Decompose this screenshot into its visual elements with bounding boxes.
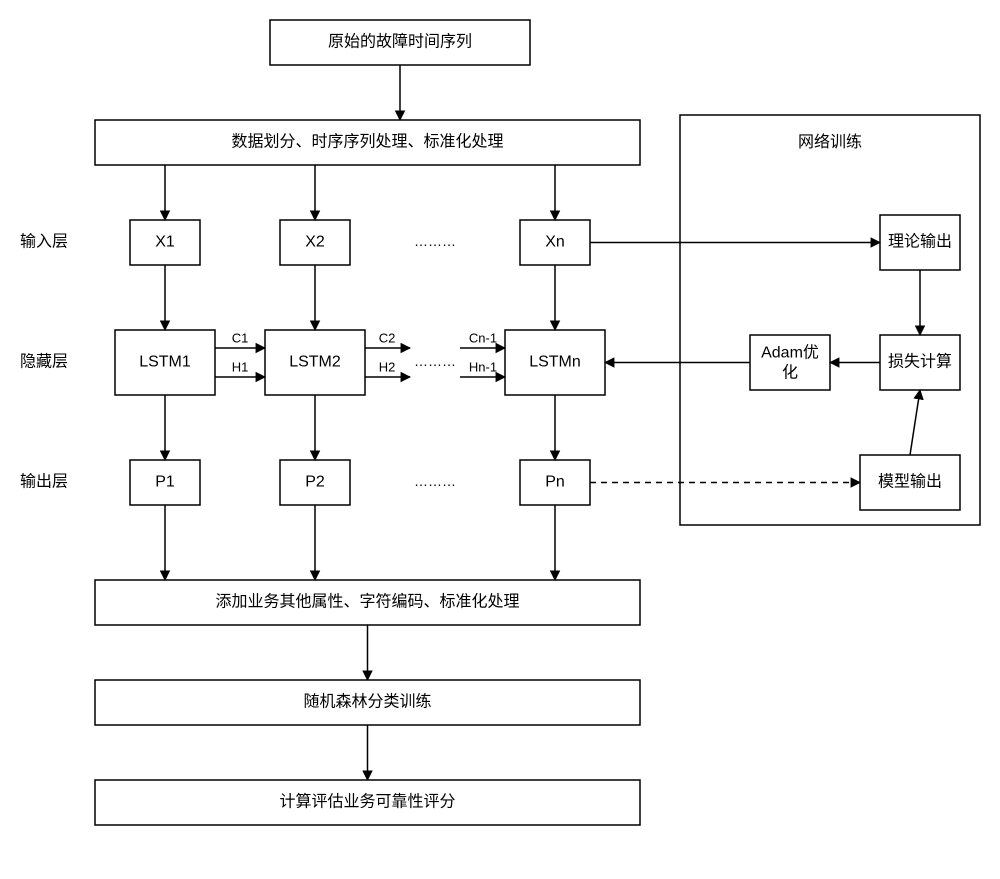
x-label-1: X2: [305, 234, 325, 251]
theory-label: 理论输出: [888, 233, 952, 251]
cn-label: Cn-1: [469, 330, 497, 345]
raw-label: 原始的故障时间序列: [328, 33, 472, 51]
p-label-0: P1: [155, 474, 175, 491]
p-label-1: P2: [305, 474, 325, 491]
train-title: 网络训练: [798, 132, 862, 151]
h1-label: H1: [232, 359, 249, 374]
h2-label: H2: [379, 359, 396, 374]
lstm-label-0: LSTM1: [139, 354, 191, 371]
rf-label: 随机森林分类训练: [303, 693, 431, 711]
row-input-label: 输入层: [20, 233, 68, 251]
x-ellipsis: ………: [414, 233, 456, 249]
p-ellipsis: ………: [414, 473, 456, 489]
modelout-label: 模型输出: [878, 473, 942, 491]
eval-label: 计算评估业务可靠性评分: [279, 792, 455, 811]
x-label-2: Xn: [545, 234, 565, 251]
attr-label: 添加业务其他属性、字符编码、标准化处理: [215, 593, 519, 611]
c2-label: C2: [379, 330, 396, 345]
c1-label: C1: [232, 330, 249, 345]
row-output-label: 输出层: [20, 473, 68, 491]
prep-label: 数据划分、时序序列处理、标准化处理: [231, 133, 503, 151]
adam-label1: Adam优: [761, 344, 819, 362]
adam-box: [750, 335, 830, 390]
p-label-2: Pn: [545, 474, 565, 491]
adam-label2: 化: [782, 364, 798, 382]
lstm-ellipsis: ………: [414, 353, 456, 369]
hn-label: Hn-1: [469, 359, 497, 374]
lstm-label-1: LSTM2: [289, 354, 341, 371]
row-hidden-label: 隐藏层: [20, 353, 68, 371]
x-label-0: X1: [155, 234, 175, 251]
lstm-label-2: LSTMn: [529, 354, 581, 371]
loss-label: 损失计算: [888, 352, 952, 371]
